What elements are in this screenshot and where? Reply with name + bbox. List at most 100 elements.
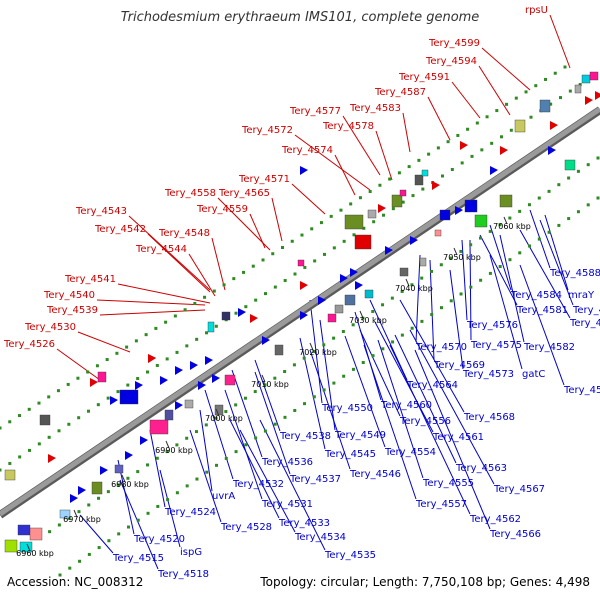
gene-label-reverse: Tery_4566 <box>489 529 541 540</box>
gene-label-forward: Tery_4591 <box>398 72 450 83</box>
gene-arrow <box>500 146 508 155</box>
gene-block <box>564 159 576 171</box>
guide-dot <box>66 382 70 386</box>
gene-label-reverse: Tery_4560 <box>380 400 432 411</box>
guide-dot <box>293 272 297 276</box>
guide-dot <box>290 239 294 243</box>
guide-dot <box>332 336 336 340</box>
guide-dot <box>312 350 316 353</box>
gene-block <box>499 194 513 208</box>
guide-dot <box>194 430 198 434</box>
guide-dot <box>410 283 414 287</box>
guide-dot <box>48 530 52 534</box>
guide-dot <box>480 148 484 152</box>
leader-line <box>375 130 393 181</box>
guide-dot <box>528 244 532 248</box>
gene-block <box>39 414 51 426</box>
guide-dot <box>146 511 150 515</box>
guide-dot <box>283 415 287 419</box>
gene-label-reverse: Tery_4532 <box>232 479 284 490</box>
leader-line <box>429 259 435 361</box>
guide-dot <box>107 539 111 543</box>
gene-label-reverse: Tery_4550 <box>321 403 373 414</box>
gene-block <box>414 174 424 186</box>
gene-block <box>539 99 551 113</box>
guide-dot <box>58 573 62 577</box>
gene-block <box>574 84 582 94</box>
leader-line <box>344 335 386 448</box>
gene-label-forward: Tery_4542 <box>94 224 146 235</box>
guide-dot <box>421 187 425 191</box>
gene-arrow <box>125 451 133 460</box>
leader-line <box>99 309 206 316</box>
guide-dot <box>358 196 362 200</box>
guide-dot <box>498 265 502 269</box>
leader-line <box>519 264 565 386</box>
guide-dot <box>273 422 277 426</box>
leader-line <box>334 154 356 196</box>
gene-label-reverse: uvrA <box>212 491 235 502</box>
leader-line <box>342 115 381 176</box>
leader-line <box>119 479 159 570</box>
guide-dot <box>544 77 548 81</box>
guide-dot <box>524 90 528 94</box>
gene-label-forward: Tery_4526 <box>3 339 55 350</box>
guide-dot <box>164 320 168 324</box>
leader-line <box>254 359 281 432</box>
tick-label: 6980 kbp <box>111 480 149 489</box>
tick-mark <box>309 342 314 351</box>
gene-block <box>184 399 194 409</box>
guide-dot <box>204 423 208 427</box>
guide-dot <box>106 396 110 400</box>
guide-dot <box>559 96 562 100</box>
guide-dot <box>586 163 590 167</box>
leader-line <box>77 331 131 353</box>
guide-dot <box>232 277 236 281</box>
guide-dot <box>234 450 238 454</box>
guide-dot <box>508 216 512 220</box>
gene-label-reverse: Tery_4561 <box>432 432 484 443</box>
guide-dot <box>329 214 333 218</box>
gene-arrow <box>300 281 308 290</box>
gene-arrow <box>318 296 326 305</box>
guide-dot <box>518 209 522 213</box>
guide-dot <box>361 316 365 320</box>
tick-label: 7030 kbp <box>349 316 387 325</box>
leader-line <box>363 344 417 500</box>
gene-label-forward: Tery_4571 <box>238 174 290 185</box>
guide-dot <box>436 146 440 150</box>
guide-dot <box>596 196 600 200</box>
guide-dot <box>576 169 580 173</box>
gene-label-reverse: Tery_4584 <box>510 290 562 301</box>
leader-line <box>389 344 471 515</box>
guide-dot <box>67 516 71 520</box>
leader-line <box>271 197 283 242</box>
guide-dot <box>117 532 121 536</box>
genome-summary-text: Topology: circular; Length: 7,750,108 bp… <box>260 575 590 589</box>
guide-dot <box>470 154 474 158</box>
gene-block <box>367 209 377 219</box>
gene-arrow <box>190 361 198 370</box>
leader-line <box>96 299 206 306</box>
gene-arrow <box>410 236 418 245</box>
tick-mark <box>73 509 78 518</box>
gene-label-reverse: Tery_4581 <box>516 305 568 316</box>
guide-dot <box>37 401 41 405</box>
leader-line <box>415 254 421 343</box>
guide-dot <box>460 161 464 165</box>
guide-dot <box>563 65 567 69</box>
leader-line <box>117 283 211 304</box>
gene-arrow <box>205 356 213 365</box>
leader-line <box>254 371 291 475</box>
gene-label-forward: Tery_4559 <box>196 204 248 215</box>
guide-dot <box>166 498 170 502</box>
leader-line <box>188 253 216 297</box>
gene-label-reverse: Tery_4564 <box>406 380 458 391</box>
gene-block <box>464 199 478 213</box>
guide-dot <box>254 436 258 440</box>
gene-label-reverse: Tery_4562 <box>469 514 521 525</box>
guide-dot <box>126 525 130 529</box>
guide-dot <box>466 127 470 131</box>
guide-dot <box>417 158 421 162</box>
leader-line <box>259 419 326 551</box>
